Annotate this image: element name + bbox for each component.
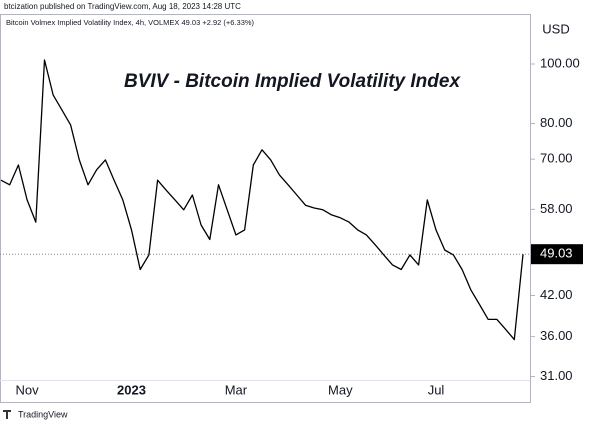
legend-text: Bitcoin Volmex Implied Volatility Index,… — [6, 18, 255, 27]
footer: TradingView — [18, 409, 68, 419]
header: btcization published on TradingView.com,… — [4, 2, 241, 11]
x-tick-label: Mar — [225, 382, 248, 397]
y-tick-label: 58.00 — [540, 201, 573, 216]
x-tick-label: Jul — [428, 382, 445, 397]
y-tick-label: 100.00 — [540, 55, 580, 70]
logo — [3, 410, 11, 419]
x-tick-label: Nov — [16, 382, 40, 397]
current-value-box — [531, 244, 583, 265]
series-line — [0, 59, 524, 341]
y-tick-label: 80.00 — [540, 115, 573, 130]
y-tick-label: 31.00 — [540, 368, 573, 383]
y-tick-label: 42.00 — [540, 287, 573, 302]
y-tick-label: 70.00 — [540, 151, 573, 166]
chart-title: BVIV - Bitcoin Implied Volatility Index — [124, 71, 461, 92]
current-value-label: 49.03 — [540, 246, 573, 261]
x-tick-label: 2023 — [117, 382, 146, 397]
x-tick-label: May — [328, 382, 353, 397]
y-unit: USD — [542, 21, 569, 36]
y-tick-label: 36.00 — [540, 328, 573, 343]
